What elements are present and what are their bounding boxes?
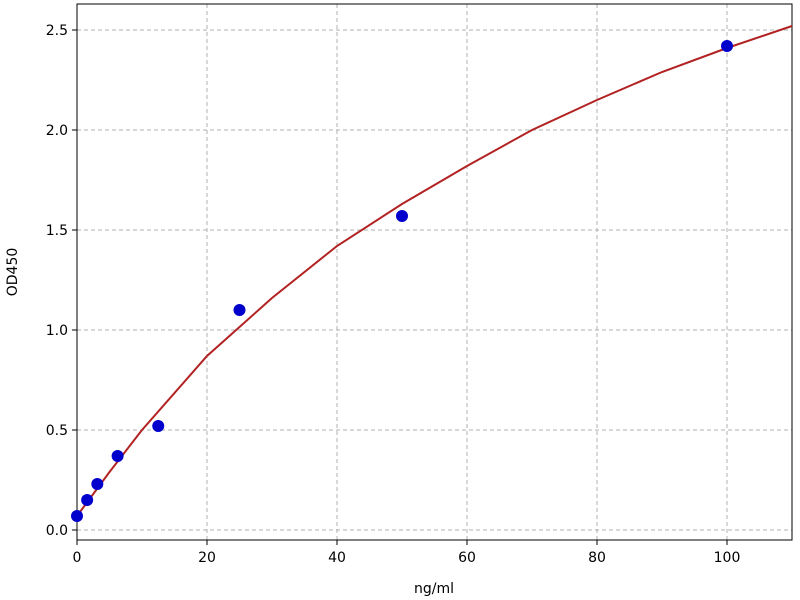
data-point [71, 510, 83, 522]
y-tick-label: 2.0 [46, 123, 68, 139]
axes-frame [76, 3, 793, 541]
y-tick-label: 1.0 [46, 323, 68, 339]
y-tick-label: 1.5 [46, 223, 68, 239]
plot-area [77, 4, 792, 540]
x-tick-label: 100 [714, 550, 741, 566]
y-tick-label: 2.5 [46, 23, 68, 39]
x-axis-label: ng/ml [414, 581, 454, 597]
x-tick-label: 0 [73, 550, 82, 566]
data-point [396, 210, 408, 222]
data-point [91, 478, 104, 490]
data-point [81, 494, 94, 506]
data-point [233, 304, 246, 316]
data-point [111, 450, 124, 462]
y-tick-label: 0.5 [46, 423, 68, 439]
fit-curve [76, 25, 793, 517]
y-tick-label: 0.0 [46, 523, 68, 539]
x-tick-label: 20 [198, 550, 216, 566]
x-tick-label: 60 [458, 550, 476, 566]
y-axis-label: OD450 [5, 248, 21, 297]
x-tick-label: 40 [328, 550, 346, 566]
x-tick-label: 80 [588, 550, 606, 566]
data-point [152, 420, 165, 432]
data-point [721, 40, 733, 52]
